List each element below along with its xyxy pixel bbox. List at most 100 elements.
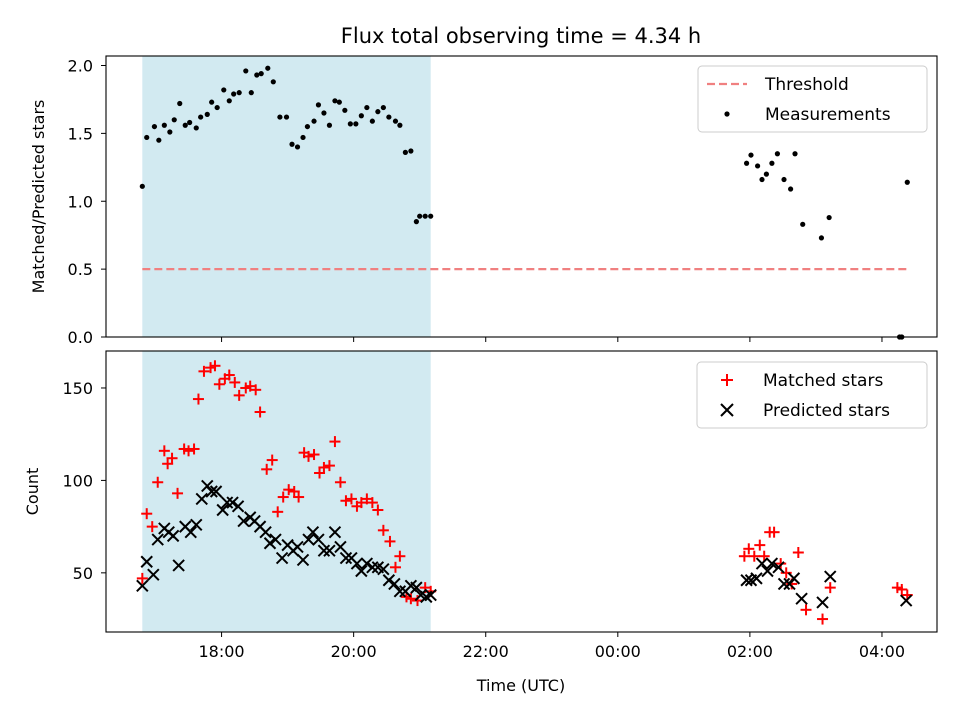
data-point	[254, 72, 260, 78]
data-point	[402, 149, 408, 155]
data-point	[263, 537, 277, 550]
data-point	[226, 98, 232, 104]
data-point	[334, 540, 347, 554]
data-point	[312, 533, 325, 546]
data-point	[795, 592, 808, 605]
data-point	[328, 525, 342, 539]
data-point	[195, 492, 208, 506]
data-point	[303, 450, 315, 462]
data-point	[904, 179, 910, 185]
data-point	[250, 384, 262, 396]
data-point	[361, 493, 373, 505]
chart-title: Flux total observing time = 4.34 h	[341, 24, 701, 48]
data-point	[248, 90, 254, 96]
data-point	[366, 497, 378, 509]
data-point	[754, 163, 761, 169]
data-point	[283, 484, 295, 496]
data-point	[139, 183, 145, 189]
data-point	[754, 539, 766, 551]
data-point	[772, 561, 785, 574]
data-point	[151, 533, 164, 546]
data-point	[140, 555, 153, 568]
data-point	[380, 104, 386, 111]
data-point	[283, 114, 290, 120]
data-point	[397, 122, 403, 128]
data-point	[366, 561, 379, 574]
data-point	[209, 360, 221, 372]
observing-window-span	[142, 351, 431, 632]
data-point	[355, 497, 367, 509]
data-point	[177, 100, 183, 107]
data-point	[743, 543, 755, 555]
top-panel: 0.0 0.5 1.0 1.5 2.0 Matched/Predicted stars	[29, 55, 938, 347]
data-point	[204, 111, 210, 117]
data-point	[775, 558, 787, 570]
data-point	[428, 213, 434, 219]
data-point	[158, 445, 170, 457]
data-point	[800, 604, 812, 616]
data-point	[748, 550, 760, 562]
data-point	[236, 90, 242, 96]
data-point	[166, 452, 178, 464]
legend-predicted-label: Predicted stars	[763, 401, 890, 421]
y-axis-label: Matched/Predicted stars	[29, 100, 48, 294]
data-point	[413, 219, 419, 225]
data-point	[233, 389, 245, 401]
data-point	[777, 577, 791, 591]
data-point	[350, 557, 364, 570]
data-point	[369, 118, 375, 124]
data-point	[393, 585, 407, 598]
data-point	[315, 102, 322, 108]
data-point	[261, 463, 273, 475]
data-point	[323, 544, 336, 557]
data-point	[302, 533, 315, 546]
data-point	[377, 524, 389, 536]
x-tick-label: 02:00	[727, 642, 773, 661]
data-point	[769, 160, 775, 166]
data-point	[300, 134, 306, 141]
series-predicted-stars	[136, 479, 913, 609]
legend-measurements-label: Measurements	[765, 105, 891, 125]
series-matched-stars	[136, 360, 913, 625]
data-point	[347, 121, 353, 127]
data-point	[269, 533, 282, 546]
data-point	[788, 186, 794, 192]
data-point	[275, 551, 289, 565]
data-point	[183, 445, 195, 457]
data-point	[377, 562, 390, 576]
data-point	[226, 496, 239, 509]
data-point	[743, 160, 750, 166]
data-point	[229, 376, 241, 388]
data-point	[405, 593, 417, 605]
data-point	[339, 551, 353, 565]
data-point	[817, 613, 829, 625]
data-point	[318, 461, 330, 473]
data-point	[392, 118, 399, 124]
x-tick-label: 22:00	[463, 642, 509, 661]
data-point	[209, 485, 223, 498]
data-point	[740, 574, 753, 587]
data-point	[304, 123, 311, 130]
x-axis-label: Time (UTC)	[476, 676, 565, 695]
data-point	[289, 141, 295, 147]
data-point	[332, 98, 338, 104]
legend-matched-swatch	[721, 374, 733, 386]
y-tick-label: 0.0	[68, 328, 93, 347]
data-point	[394, 550, 406, 562]
data-point	[192, 393, 204, 405]
data-point	[748, 152, 754, 158]
data-point	[311, 118, 317, 124]
x-tick-label: 04:00	[859, 642, 905, 661]
data-point	[237, 514, 250, 528]
data-point	[774, 151, 781, 157]
data-point	[372, 504, 384, 516]
data-point	[136, 572, 148, 584]
data-point	[326, 122, 333, 128]
data-point	[244, 380, 256, 392]
data-point	[151, 123, 158, 130]
data-point	[750, 572, 763, 585]
data-point	[144, 134, 150, 141]
data-point	[231, 91, 237, 97]
data-point	[172, 487, 184, 499]
